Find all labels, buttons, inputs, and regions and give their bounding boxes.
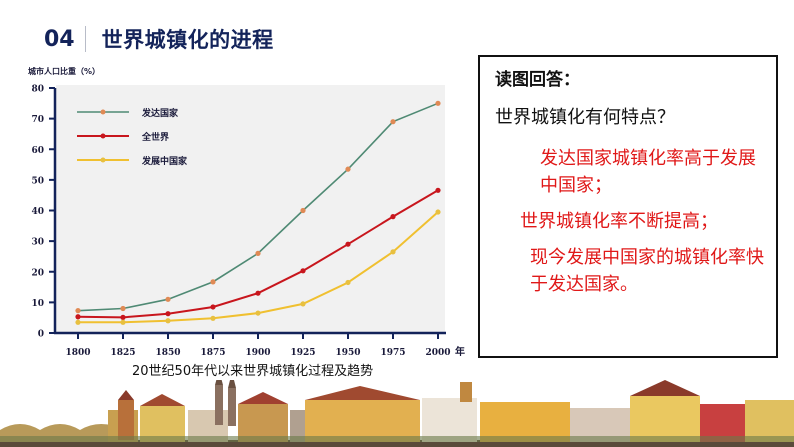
data-point <box>390 119 396 125</box>
header-divider <box>84 26 86 52</box>
x-tick-label: 1900 <box>245 348 270 358</box>
data-point <box>300 268 306 274</box>
y-tick-label: 50 <box>31 176 44 186</box>
data-point <box>435 209 441 215</box>
y-tick-label: 20 <box>31 268 44 278</box>
data-point <box>345 279 351 286</box>
legend-label: 全世界 <box>141 131 169 143</box>
data-point <box>210 304 216 310</box>
qa-heading: 读图回答： <box>495 70 580 90</box>
data-point <box>300 301 306 307</box>
y-tick-label: 30 <box>31 238 44 248</box>
chart-caption: 20世纪50年代以来世界城镇化过程及趋势 <box>132 364 374 379</box>
x-tick-label: 1925 <box>290 348 315 358</box>
y-tick-label: 60 <box>31 146 44 156</box>
x-tick-label: 1875 <box>200 348 225 358</box>
y-axis: 0 10 20 30 40 50 60 70 80 <box>31 85 57 340</box>
answer-2: 世界城镇化率不断提高； <box>520 211 718 232</box>
data-point <box>435 100 441 106</box>
data-point <box>345 166 351 172</box>
series-lines <box>75 100 441 325</box>
urbanization-line-chart: 0 10 20 30 40 50 60 70 80 1800 1825 1850 1875 1900 19… <box>31 85 465 359</box>
data-point <box>210 315 216 321</box>
city-skyline-image <box>0 380 794 447</box>
answer-3: 现今发展中国家的城镇化率快于发达国家。 <box>530 247 764 295</box>
data-point <box>210 279 216 285</box>
data-point <box>75 314 81 320</box>
qa-answers: 发达国家城镇化率高于发展中国家； 世界城镇化率不断提高； 现今发展中国家的城镇化… <box>490 145 772 307</box>
data-point <box>120 305 126 312</box>
data-point <box>120 314 126 320</box>
data-point <box>390 249 396 255</box>
x-tick-label: 1975 <box>380 348 405 358</box>
plot-area <box>56 85 445 333</box>
y-tick-label: 80 <box>31 85 44 95</box>
data-point <box>435 187 441 193</box>
x-tick-label: 1800 <box>65 348 90 358</box>
legend-label: 发展中国家 <box>141 155 188 167</box>
x-axis-unit: 年 <box>455 345 465 358</box>
x-axis: 1800 1825 1850 1875 1900 1925 1950 1975 2000 年 <box>54 331 465 358</box>
question-answer-box: 读图回答： 世界城镇化有何特点？ 发达国家城镇化率高于发展中国家； 世界城镇化率… <box>478 55 778 358</box>
data-point <box>75 319 81 325</box>
x-tick-label: 1950 <box>335 348 360 358</box>
data-point <box>255 250 261 256</box>
y-axis-label: 城市人口比重（%） <box>28 67 101 76</box>
qa-question: 世界城镇化有何特点？ <box>495 107 675 128</box>
y-tick-label: 0 <box>38 330 44 340</box>
data-point <box>165 296 171 302</box>
slide-title: 世界城镇化的进程 <box>101 28 274 52</box>
data-point <box>390 214 396 220</box>
answer-1: 发达国家城镇化率高于发展中国家； <box>540 148 756 196</box>
data-point <box>75 308 81 314</box>
data-point <box>255 310 261 316</box>
data-point <box>120 319 126 325</box>
data-point <box>165 318 171 324</box>
data-point <box>165 311 171 317</box>
section-number: 04 <box>44 26 75 52</box>
x-tick-label: 1850 <box>155 348 180 358</box>
data-point <box>300 207 306 214</box>
y-tick-label: 10 <box>31 299 44 309</box>
y-tick-label: 70 <box>31 115 44 125</box>
legend-label: 发达国家 <box>141 107 179 119</box>
x-tick-label: 1825 <box>110 348 135 358</box>
data-point <box>255 290 261 296</box>
x-tick-label: 2000 <box>425 348 450 358</box>
data-point <box>345 241 351 247</box>
y-tick-label: 40 <box>31 207 44 217</box>
slide-header: 04 世界城镇化的进程 <box>44 24 274 54</box>
